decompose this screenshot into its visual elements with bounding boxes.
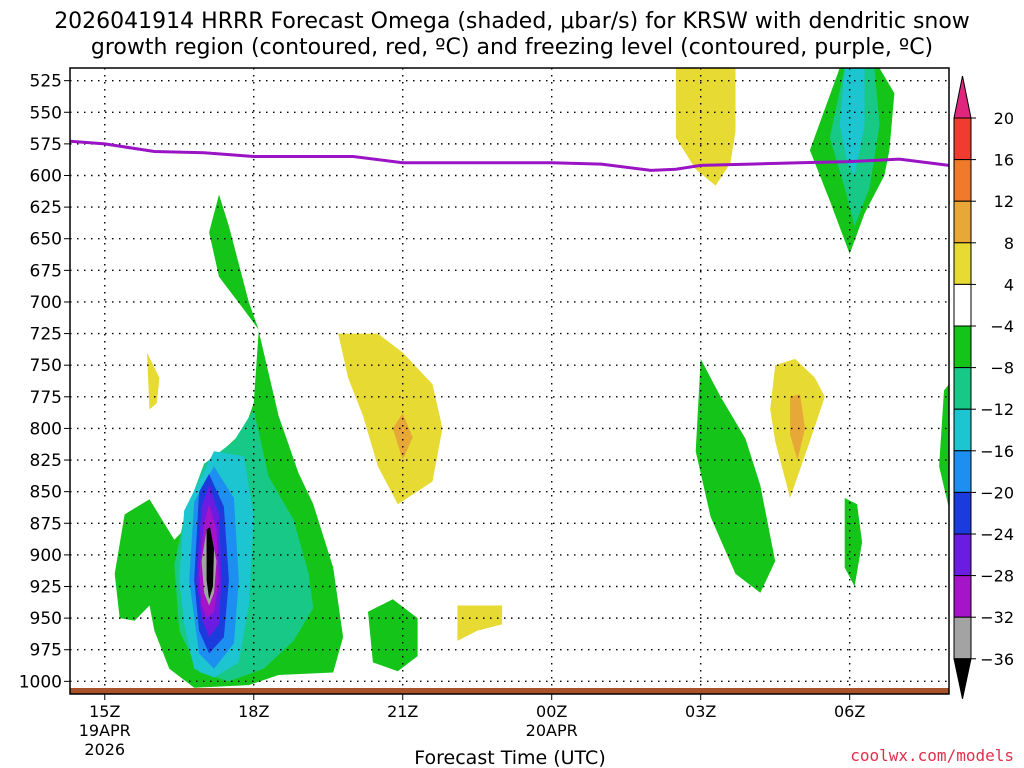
y-tick-label-975: 975 [30,641,62,661]
omega-region-16 [939,384,949,509]
omega-region-20 [457,605,503,641]
omega-region-21 [675,68,736,186]
colorbar-label-11: −28 [980,567,1014,586]
x-axis-label: Forecast Time (UTC) [414,747,605,768]
colorbar-box-10 [953,491,972,535]
y-tick-label-875: 875 [30,514,62,534]
colorbar-label-1: 16 [994,151,1014,170]
freezing-level-line [69,139,950,172]
y-tick-label-850: 850 [30,483,62,503]
y-tick-label-900: 900 [30,546,62,566]
colorbar-label-2: 12 [994,192,1014,211]
omega-region-1 [209,194,259,330]
y-tick-label-550: 550 [30,103,62,123]
y-tick-label-750: 750 [30,356,62,376]
y-tick-label-825: 825 [30,451,62,471]
omega-region-17 [147,352,160,410]
colorbar-box-3 [953,200,972,244]
omega-region-14 [839,68,865,176]
x-tick-label-06Z: 06Z [834,702,865,721]
colorbar-box-6 [953,325,972,369]
colorbar-box-11 [953,533,972,577]
colorbar-box-1 [953,117,972,161]
colorbar-box-2 [953,159,972,202]
y-tick-label-775: 775 [30,388,62,408]
y-tick-label-675: 675 [30,261,62,281]
x-tick-label-18Z: 18Z [238,702,269,721]
colorbar-label-3: 8 [1004,234,1014,253]
colorbar-bottom-arrow [953,658,972,699]
y-axis: 525 550 575 600 625 650 675 700 725 750 775 800 825 8… [19,72,70,692]
colorbar: 20 16 12 8 4 −4 −8 −12 −16 −20 −24 −28 −32 −36 [953,75,1014,699]
y-tick-label-725: 725 [30,325,62,345]
y-tick-label-925: 925 [30,578,62,598]
colorbar-box-9 [953,450,972,493]
y-tick-label-575: 575 [30,135,62,155]
colorbar-box-7 [953,367,972,410]
colorbar-box-4 [953,242,972,285]
y-tick-label-1000: 1000 [19,672,62,692]
x-year-label: 2026 [84,740,125,759]
omega-shading [114,68,949,688]
chart-title-line2: growth region (contoured, red, ºC) and f… [91,35,933,60]
ground-strip [70,688,949,694]
colorbar-box-8 [953,408,972,452]
colorbar-label-0: 20 [994,109,1014,128]
y-tick-label-950: 950 [30,609,62,629]
x-tick-label-00Z: 00Z [536,702,567,721]
y-tick-label-800: 800 [30,419,62,439]
colorbar-label-4: 4 [1004,275,1014,294]
omega-region-15 [844,498,863,587]
x-tick-label-15Z: 15Z [89,702,120,721]
omega-region-18 [338,333,443,505]
omega-region-9 [206,527,214,600]
omega-region-23 [790,394,805,460]
x-tick-label-03Z: 03Z [685,702,716,721]
x-date-label-00Z: 20APR [526,721,578,740]
x-tick-label-21Z: 21Z [387,702,418,721]
x-date-label-15Z: 19APR [79,721,131,740]
colorbar-label-8: −16 [980,442,1014,461]
colorbar-label-6: −8 [990,359,1014,378]
credit-text: coolwx.com/models [850,746,1014,765]
colorbar-label-13: −36 [980,650,1014,669]
y-tick-label-700: 700 [30,293,62,313]
omega-region-10 [368,599,418,672]
omega-region-11 [695,358,776,593]
y-tick-label-600: 600 [30,166,62,186]
colorbar-label-10: −24 [980,525,1014,544]
y-tick-label-650: 650 [30,230,62,250]
plot-frame [69,67,950,695]
omega-region-19 [392,413,413,460]
colorbar-label-9: −20 [980,483,1014,502]
colorbar-label-5: −4 [990,317,1014,336]
colorbar-label-7: −12 [980,400,1014,419]
y-tick-label-625: 625 [30,198,62,218]
colorbar-box-12 [953,575,972,618]
y-tick-label-525: 525 [30,72,62,92]
colorbar-label-12: −32 [980,608,1014,627]
colorbar-top-arrow [953,75,972,119]
colorbar-box-13 [953,616,972,660]
colorbar-box-5 [953,283,972,327]
chart-title-line1: 2026041914 HRRR Forecast Omega (shaded, … [54,9,970,34]
